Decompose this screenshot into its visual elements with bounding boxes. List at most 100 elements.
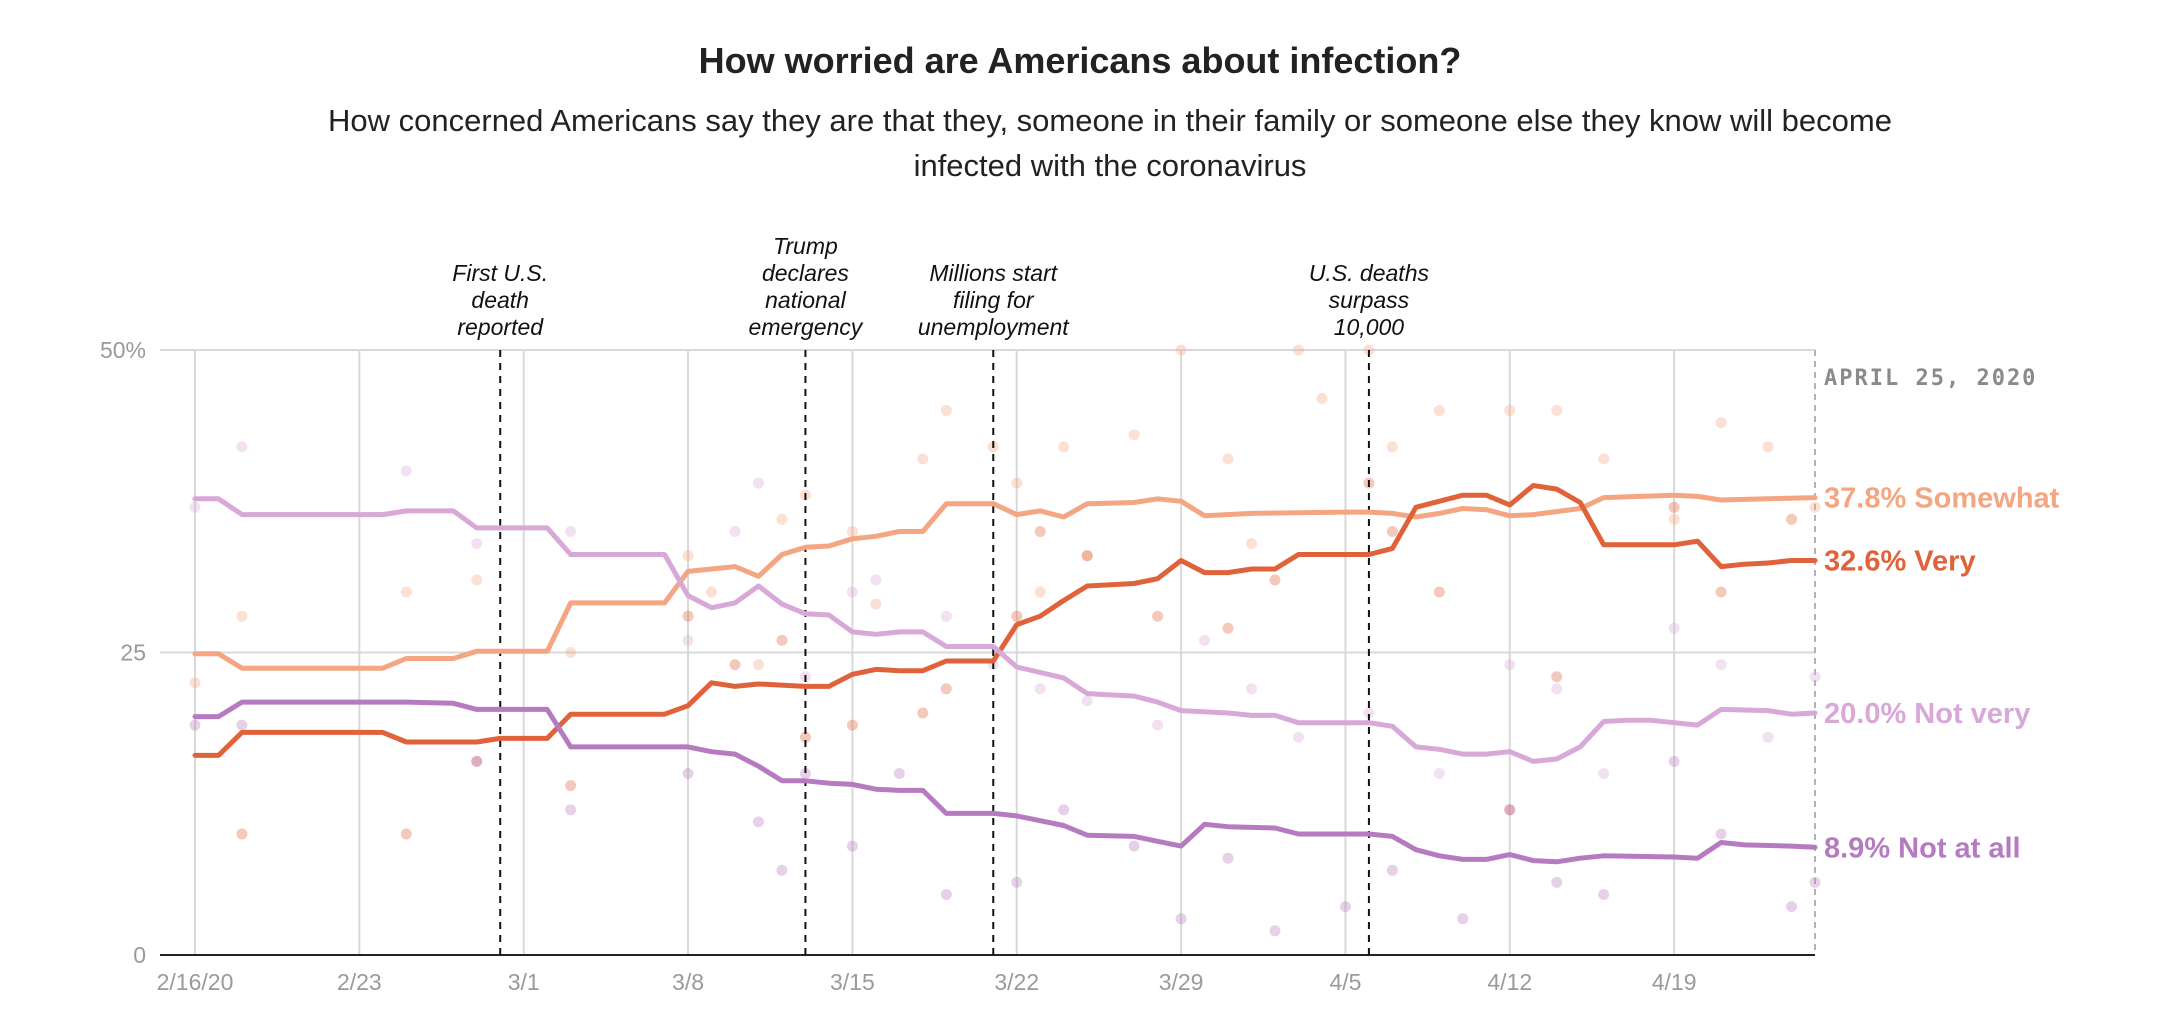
poll-point-not-very: [1715, 659, 1727, 671]
poll-point-not-very: [1504, 659, 1516, 671]
x-tick-label: 3/1: [508, 969, 540, 995]
poll-point-somewhat: [400, 586, 412, 598]
poll-point-not-very: [1433, 768, 1445, 779]
poll-point-very: [400, 828, 412, 840]
poll-point-not-very: [400, 465, 412, 477]
poll-point-somewhat: [1222, 453, 1234, 465]
event-annotation-line: national: [765, 287, 846, 313]
poll-point-very: [1668, 501, 1680, 513]
poll-point-not-at-all: [1457, 913, 1469, 925]
series-end-label-very: 32.6% Very: [1824, 546, 1976, 578]
poll-point-very: [1504, 804, 1516, 816]
poll-point-somewhat: [682, 550, 694, 562]
poll-point-not-at-all: [1786, 901, 1798, 913]
event-annotation-line: unemployment: [918, 314, 1070, 340]
series-line-very: [192, 483, 1818, 758]
poll-point-somewhat: [189, 677, 201, 689]
poll-point-not-very: [1292, 731, 1304, 743]
x-tick-label: 3/22: [994, 969, 1039, 995]
event-annotation: First U.S. death reported: [452, 260, 548, 340]
poll-point-not-very: [1363, 707, 1375, 719]
event-annotation-line: 10,000: [1334, 314, 1405, 340]
x-tick-label: 3/29: [1159, 969, 1204, 995]
series-line-somewhat: [192, 492, 1818, 671]
poll-point-somewhat: [1551, 405, 1563, 416]
poll-point-not-very: [682, 634, 694, 646]
event-annotation-line: declares: [762, 260, 849, 286]
grid-layer: [160, 349, 1816, 956]
poll-point-somewhat: [1128, 429, 1140, 441]
event-annotation: Trump declares national emergency: [749, 233, 864, 340]
poll-point-somewhat: [1058, 441, 1070, 453]
poll-point-not-very: [1034, 683, 1046, 695]
poll-point-not-very: [1668, 622, 1680, 634]
x-tick-label: 4/5: [1329, 969, 1361, 995]
poll-point-very: [917, 707, 929, 719]
event-annotation-line: reported: [457, 314, 544, 340]
poll-point-very: [1034, 526, 1046, 537]
poll-point-not-at-all: [682, 768, 694, 779]
poll-point-not-at-all: [1551, 876, 1563, 888]
series-line-not-at-all: [192, 699, 1818, 865]
poll-point-somewhat: [1246, 538, 1258, 550]
poll-point-very: [940, 683, 952, 695]
series-lines-layer: [192, 483, 1818, 865]
poll-point-very: [1152, 610, 1164, 622]
x-tick-label: 2/23: [337, 969, 382, 995]
poll-point-somewhat: [1809, 501, 1821, 513]
poll-point-somewhat: [706, 586, 718, 598]
poll-point-not-very: [1809, 671, 1821, 683]
poll-point-somewhat: [1504, 405, 1516, 416]
poll-point-somewhat: [1034, 586, 1046, 598]
poll-point-not-at-all: [1011, 876, 1023, 888]
poll-point-not-very: [1152, 719, 1164, 731]
poll-dots-layer: [189, 344, 1821, 937]
poll-point-not-at-all: [1269, 925, 1281, 937]
poll-point-not-very: [1199, 634, 1211, 646]
poll-point-somewhat: [1762, 441, 1774, 453]
poll-point-somewhat: [1011, 477, 1023, 489]
poll-point-somewhat: [1668, 513, 1680, 525]
poll-point-very: [1269, 574, 1281, 586]
end-date-label: APRIL 25, 2020: [1824, 366, 2037, 391]
poll-point-somewhat: [1081, 550, 1093, 562]
poll-point-somewhat: [776, 513, 788, 525]
poll-point-not-at-all: [236, 719, 248, 731]
x-tick-label: 2/16/20: [157, 969, 234, 995]
poll-point-very: [1433, 586, 1445, 598]
poll-point-not-at-all: [1598, 889, 1610, 900]
poll-point-not-very: [870, 574, 882, 586]
poll-point-not-very: [1081, 695, 1093, 707]
poll-point-not-at-all: [1058, 804, 1070, 816]
poll-point-not-very: [1551, 683, 1563, 695]
poll-point-somewhat: [565, 647, 577, 658]
poll-point-somewhat: [917, 453, 929, 465]
poll-point-somewhat: [752, 659, 764, 671]
poll-point-not-very: [1246, 683, 1258, 695]
poll-point-somewhat: [1715, 417, 1727, 429]
poll-point-very: [1386, 526, 1398, 537]
poll-point-very: [1786, 513, 1798, 525]
series-end-label-not-at-all: 8.9% Not at all: [1824, 832, 2021, 864]
poll-point-very: [1011, 610, 1023, 622]
poll-point-not-at-all: [846, 840, 858, 852]
poll-point-somewhat: [236, 610, 248, 622]
poll-point-somewhat: [870, 598, 882, 610]
poll-point-not-at-all: [1128, 840, 1140, 852]
poll-point-not-at-all: [1175, 913, 1187, 925]
poll-point-not-at-all: [565, 804, 577, 816]
poll-point-very: [236, 828, 248, 840]
poll-point-very: [565, 780, 577, 792]
poll-point-not-at-all: [776, 864, 788, 876]
x-tick-label: 4/19: [1652, 969, 1697, 995]
poll-point-somewhat: [1433, 405, 1445, 416]
chart-title: How worried are Americans about infectio…: [698, 40, 1462, 81]
poll-point-not-at-all: [752, 816, 764, 828]
y-tick-label: 50%: [100, 337, 146, 363]
labels-layer: 2/16/20 2/23 3/1 3/8 3/15 3/22 3/29 4/5 4/12 4/19…: [100, 337, 2060, 995]
chart-subtitle: How concerned Americans say they are tha…: [328, 103, 1892, 183]
poll-point-not-very: [846, 586, 858, 598]
poll-point-not-at-all: [1339, 901, 1351, 913]
